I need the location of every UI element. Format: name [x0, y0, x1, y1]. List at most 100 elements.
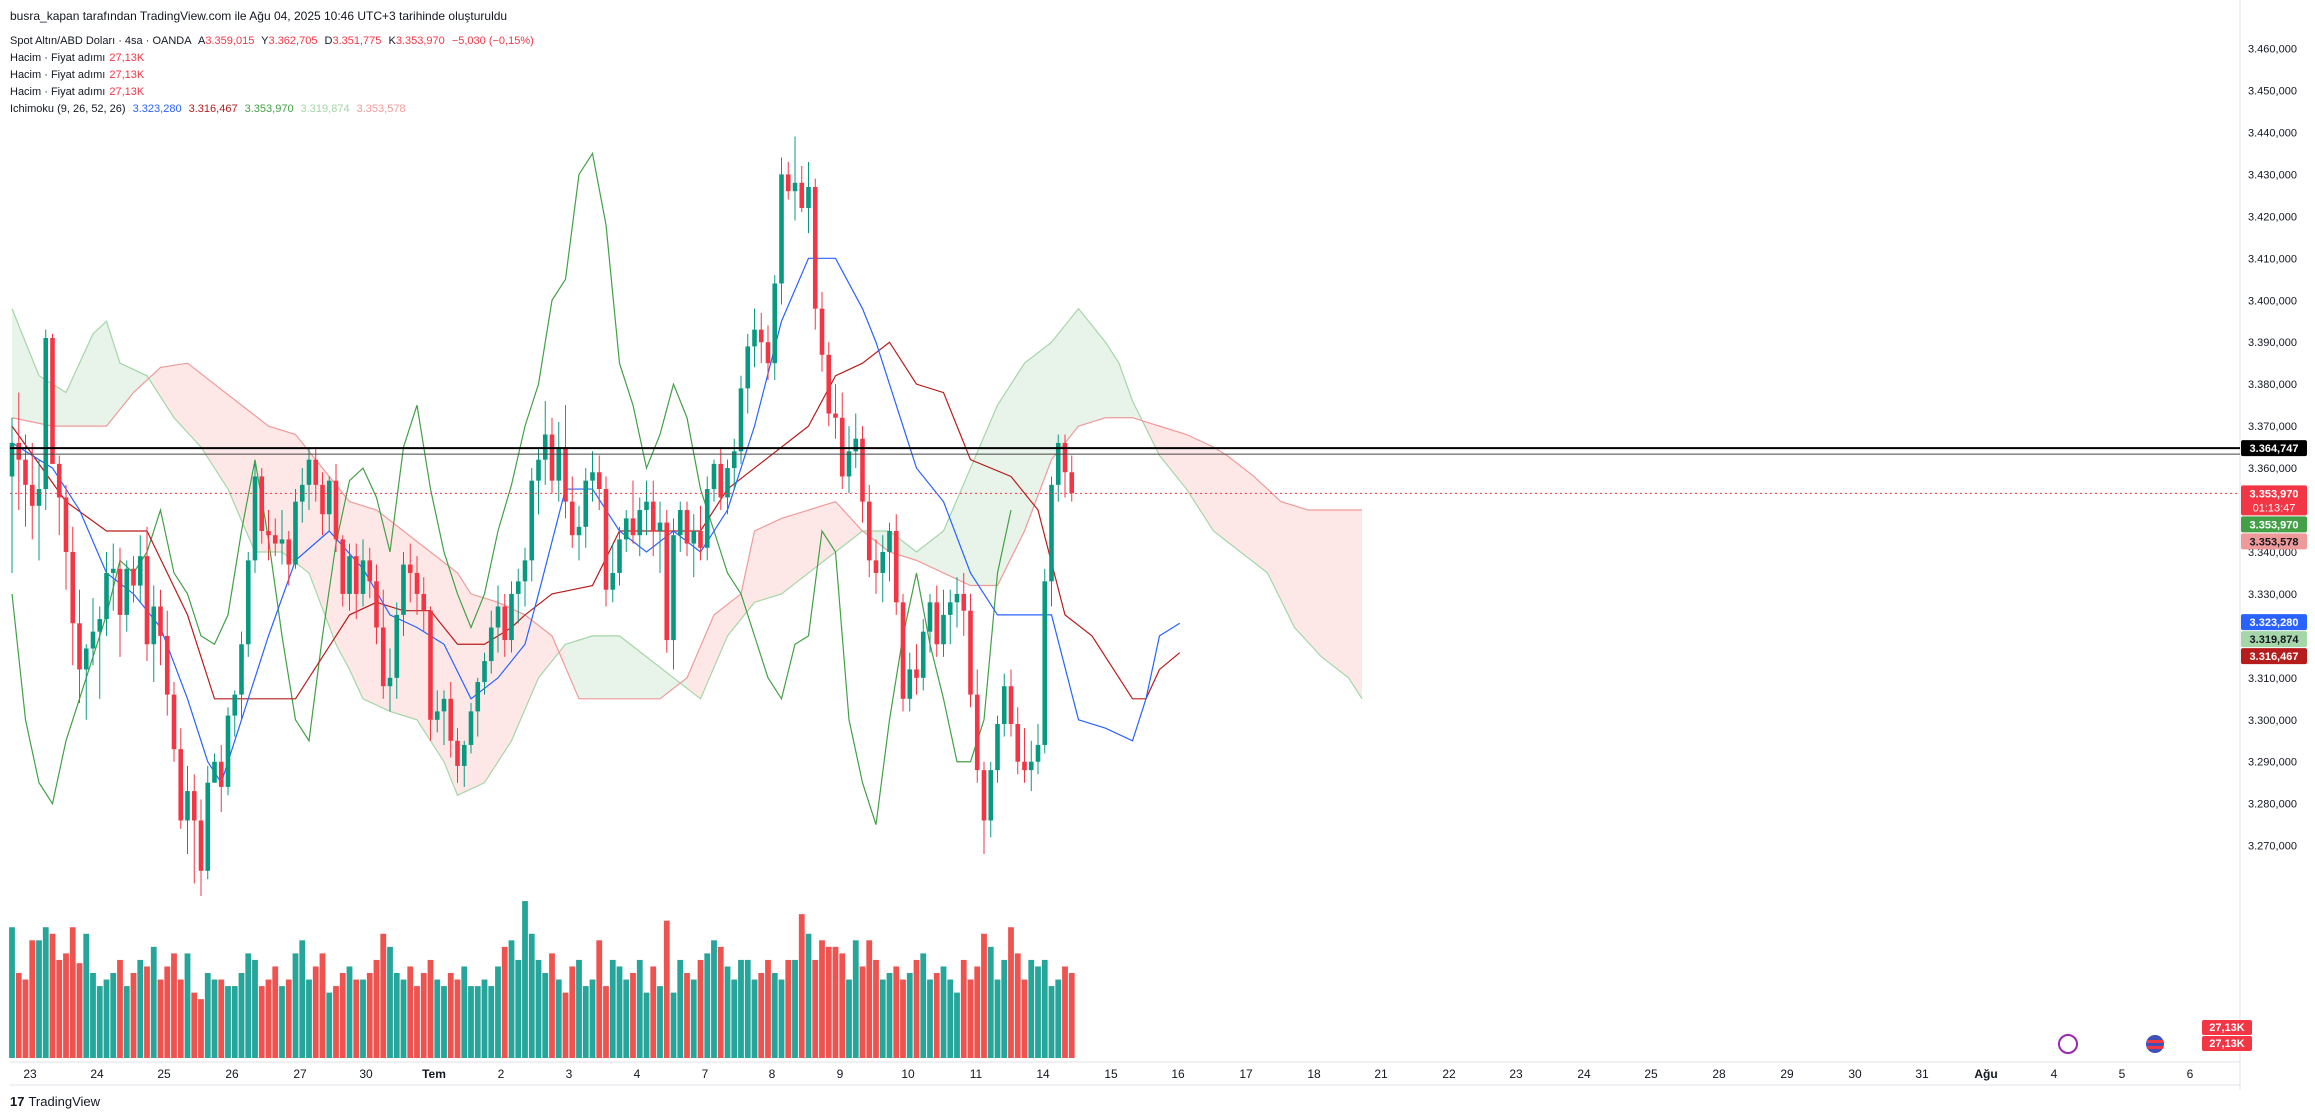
candle-126	[860, 426, 865, 523]
volume-bar-12	[90, 973, 96, 1058]
volume-legend-1[interactable]: Hacim · Fiyat adımı 27,13K	[10, 52, 145, 64]
candle-109	[745, 333, 751, 414]
candle-body-106	[725, 468, 730, 498]
candle-49	[340, 535, 346, 607]
candle-32	[225, 707, 231, 796]
span-a-value: 3.319,874	[300, 103, 350, 115]
volume-bar-91	[623, 979, 630, 1058]
candle-body-84	[576, 526, 582, 536]
candle-body-126	[860, 438, 865, 502]
volume-bar-82	[562, 992, 569, 1058]
volume-bar-110	[751, 979, 758, 1058]
y-tick-label-10: 3.370,000	[2248, 421, 2297, 433]
candle-body-70	[482, 661, 487, 683]
volume-bar-146	[994, 979, 1001, 1058]
tradingview-logo[interactable]: 17 TradingView	[10, 1094, 101, 1109]
volume-bar-125	[852, 940, 859, 1058]
candle-72	[495, 585, 501, 653]
candle-body-45	[313, 459, 319, 485]
volume-bar-3	[29, 940, 36, 1058]
volume-bar-153	[1041, 959, 1048, 1058]
volume-bar-44	[306, 979, 312, 1058]
candle-147	[1001, 673, 1007, 737]
candle-body-154	[1049, 484, 1054, 582]
candle-13	[97, 606, 103, 699]
volume-bar-128	[873, 959, 879, 1058]
ichimoku-legend[interactable]: Ichimoku (9, 26, 52, 26) 3.323,280 3.316…	[10, 103, 406, 115]
candle-127	[866, 484, 872, 578]
x-tick-label-3: 26	[225, 1067, 239, 1081]
volume-bar-138	[940, 966, 947, 1058]
candle-body-138	[941, 614, 946, 645]
chart-misc	[2058, 1034, 2164, 1054]
candle-body-92	[630, 518, 636, 536]
candle-body-29	[205, 782, 211, 871]
candle-33	[232, 690, 238, 737]
candle-38	[266, 510, 271, 561]
candle-60	[414, 556, 420, 615]
x-tick-label-15: 14	[1036, 1067, 1050, 1081]
candle-body-46	[320, 484, 325, 515]
volume-bar-26	[184, 953, 191, 1058]
candle-41	[286, 531, 292, 586]
volume-bar-52	[360, 979, 366, 1058]
volume-bar-59	[407, 966, 414, 1058]
volume-bar-11	[83, 933, 90, 1058]
candle-body-48	[333, 480, 339, 540]
volume-bar-65	[447, 973, 454, 1058]
candle-95	[650, 480, 656, 557]
volume-bar-119	[812, 959, 819, 1058]
candle-137	[934, 585, 940, 657]
symbol-legend[interactable]: Spot Altın/ABD Doları · 4sa · OANDA A3.3…	[10, 35, 534, 47]
volume-bar-24	[171, 953, 177, 1058]
tv-logo-icon: 17	[10, 1094, 25, 1109]
candle-94	[644, 480, 649, 536]
volume-bar-95	[650, 966, 657, 1058]
candle-body-54	[374, 581, 379, 628]
senkou-span-a-line	[11, 307, 1363, 797]
volume-bar-131	[893, 966, 900, 1058]
volume-bar-108	[738, 959, 744, 1058]
price-label-bg-3	[2241, 533, 2307, 550]
volume-bar-145	[987, 946, 994, 1058]
candle-90	[617, 526, 622, 586]
volume-bar-42	[292, 953, 299, 1058]
lightning-icon[interactable]	[2058, 1034, 2078, 1054]
volume-bar-135	[920, 953, 927, 1058]
y-tick-label-14: 3.410,000	[2248, 253, 2297, 265]
cloud-segment-4	[862, 308, 1146, 586]
candle-body-39	[272, 535, 278, 544]
candle-0	[9, 417, 15, 573]
candle-body-135	[920, 631, 926, 678]
candle-body-35	[245, 560, 251, 645]
candle-34	[239, 631, 244, 720]
x-tick-label-2: 25	[157, 1067, 171, 1081]
candle-93	[637, 497, 643, 557]
volume-bar-148	[1008, 927, 1014, 1058]
volume-bar-66	[454, 979, 461, 1058]
candle-body-19	[137, 556, 143, 586]
x-tick-label-11: 8	[769, 1067, 776, 1081]
volume-bar-23	[164, 966, 171, 1058]
volume-bar-122	[832, 946, 839, 1058]
volume-bar-10	[76, 963, 83, 1058]
candle-body-42	[293, 501, 298, 565]
candle-151	[1028, 740, 1034, 792]
candle-body-62	[428, 610, 433, 720]
volume-legend-3[interactable]: Hacim · Fiyat adımı 27,13K	[10, 86, 145, 98]
low-value: 3.351,775	[332, 35, 382, 47]
horizontal-line	[10, 447, 2240, 494]
candle-82	[563, 405, 568, 519]
candle-63	[434, 690, 440, 733]
candle-87	[596, 455, 602, 511]
candle-body-21	[151, 606, 157, 645]
volume-bar-55	[380, 933, 387, 1058]
candle-113	[772, 275, 778, 380]
volume-bar-21	[150, 946, 157, 1058]
y-tick-label-17: 3.440,000	[2248, 127, 2297, 139]
volume-bar-111	[758, 973, 765, 1058]
candle-body-141	[961, 593, 967, 611]
volume-legend-2[interactable]: Hacim · Fiyat adımı 27,13K	[10, 69, 145, 81]
candle-43	[299, 468, 305, 523]
